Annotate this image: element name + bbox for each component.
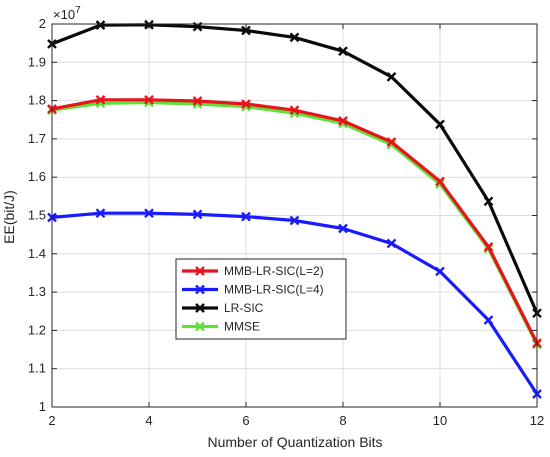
data-point-marker bbox=[483, 242, 494, 252]
y-tick-label: 1.6 bbox=[28, 169, 46, 184]
data-point-marker bbox=[338, 116, 348, 126]
x-tick-label: 12 bbox=[530, 413, 544, 428]
y-tick-label: 1.1 bbox=[28, 361, 46, 376]
data-point-marker bbox=[241, 211, 251, 222]
data-point-marker bbox=[435, 176, 445, 187]
y-tick-label: 2 bbox=[39, 16, 46, 31]
data-point-marker bbox=[386, 72, 397, 82]
data-point-marker bbox=[483, 196, 494, 207]
x-tick-label: 4 bbox=[145, 413, 152, 428]
x-tick-label: 2 bbox=[48, 413, 55, 428]
y-axis-title: EE(bit/J) bbox=[1, 190, 17, 244]
legend-label: LR-SIC bbox=[224, 301, 264, 315]
legend-entry: MMSE bbox=[182, 320, 260, 334]
data-point-marker bbox=[144, 208, 154, 219]
data-point-marker bbox=[289, 215, 300, 226]
legend-swatch-marker bbox=[195, 321, 205, 332]
plot-frame bbox=[51, 23, 538, 408]
data-point-marker bbox=[95, 20, 106, 30]
y-tick-label: 1.9 bbox=[28, 54, 46, 69]
legend-swatch-marker bbox=[195, 303, 205, 313]
legend: MMB-LR-SIC(L=2) MMB-LR-SIC(L=4) LR-SIC MMSE bbox=[175, 258, 347, 340]
legend-label: MMSE bbox=[224, 320, 260, 334]
y-tick-label: 1.3 bbox=[28, 284, 46, 299]
legend-label: MMB-LR-SIC(L=2) bbox=[224, 264, 324, 278]
data-point-marker bbox=[483, 315, 494, 325]
data-point-marker bbox=[435, 266, 445, 277]
series-mmb-lr-sic-l-2- bbox=[47, 94, 542, 348]
data-point-marker bbox=[338, 46, 348, 57]
y-multiplier: ×107 bbox=[53, 5, 81, 22]
data-point-marker bbox=[144, 94, 154, 105]
data-point-marker bbox=[386, 137, 397, 147]
data-point-marker bbox=[241, 99, 251, 109]
data-point-marker bbox=[386, 238, 397, 249]
axes: 1 1.1 1.2 1.3 1.4 1.5 1.6 1.7 1.8 1.9 2 2 4 6 8 10 12 bbox=[28, 16, 544, 428]
y-tick-label: 1.7 bbox=[28, 131, 46, 146]
data-point-marker bbox=[192, 96, 203, 106]
data-point-marker bbox=[95, 94, 106, 105]
y-tick-label: 1.8 bbox=[28, 93, 46, 108]
data-point-marker bbox=[289, 32, 300, 43]
x-tick-label: 6 bbox=[242, 413, 249, 428]
series-layer bbox=[47, 19, 542, 399]
y-tick-label: 1.5 bbox=[28, 208, 46, 223]
y-tick-label: 1 bbox=[39, 399, 46, 414]
data-point-marker bbox=[338, 223, 348, 234]
y-tick-label: 1.4 bbox=[28, 246, 46, 261]
legend-entry: MMB-LR-SIC(L=2) bbox=[182, 264, 324, 278]
data-point-marker bbox=[289, 105, 300, 116]
data-point-marker bbox=[435, 119, 445, 130]
y-tick-label: 1.2 bbox=[28, 322, 46, 337]
legend-label: MMB-LR-SIC(L=4) bbox=[224, 283, 324, 297]
data-point-marker bbox=[95, 208, 106, 219]
data-point-marker bbox=[241, 25, 251, 36]
x-tick-label: 10 bbox=[433, 413, 447, 428]
x-axis-title: Number of Quantization Bits bbox=[207, 434, 382, 450]
x-tick-label: 8 bbox=[339, 413, 346, 428]
series-lr-sic bbox=[47, 19, 542, 319]
legend-entry: LR-SIC bbox=[182, 301, 264, 315]
data-point-marker bbox=[192, 209, 203, 220]
legend-entry: MMB-LR-SIC(L=4) bbox=[182, 283, 324, 297]
legend-swatch-marker bbox=[195, 284, 205, 295]
legend-swatch-marker bbox=[195, 266, 205, 276]
